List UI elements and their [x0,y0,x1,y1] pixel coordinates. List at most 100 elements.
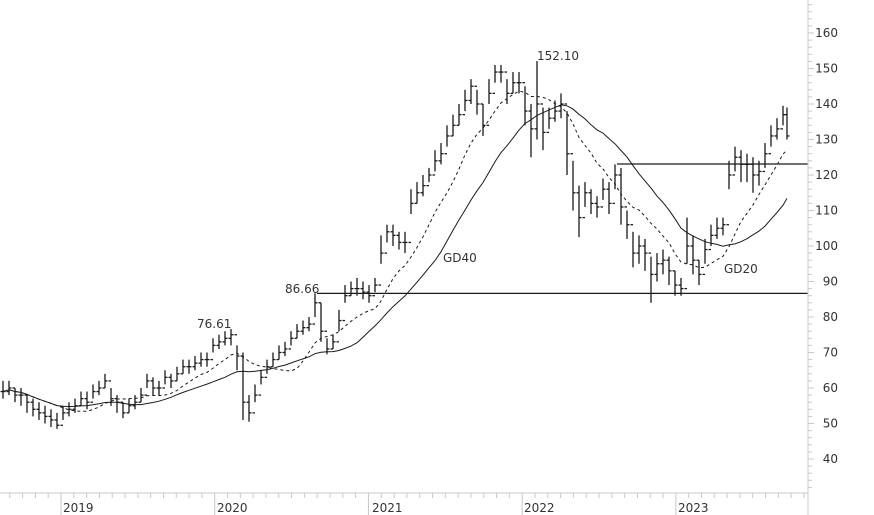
price-bar [738,150,744,183]
price-bar [648,252,654,303]
price-bar [576,185,582,238]
price-bar [558,93,564,119]
price-bar [516,72,522,94]
price-bar [762,143,768,173]
price-bar [270,352,276,368]
price-bar [42,405,48,424]
price-bar [732,146,738,176]
price-bar [300,320,306,335]
price-bar [222,331,228,346]
x-tick-label: 2019 [63,501,94,515]
ma-line-gd20 [2,90,788,412]
y-tick-label: 160 [815,26,838,40]
price-bar [228,329,234,346]
price-bar [474,85,480,115]
x-tick-label: 2023 [678,501,709,515]
y-tick-label: 80 [823,310,838,324]
price-bar [678,277,684,296]
x-tick-label: 2021 [372,501,403,515]
y-tick-label: 60 [823,381,838,395]
price-bar [624,206,630,239]
price-bar [168,373,174,388]
price-bar [528,104,534,158]
price-bar [120,401,126,419]
price-bar [582,182,588,219]
price-bar [198,352,204,367]
price-bar [90,384,96,403]
annotation-peak-2020: 76.61 [197,317,231,331]
price-bar [84,391,90,410]
price-bar [504,71,510,104]
price-bar [606,182,612,215]
y-tick-label: 140 [815,97,838,111]
price-bar [294,324,300,339]
price-bar [768,125,774,155]
price-bar [486,79,492,126]
price-bar [18,388,24,406]
price-bar [156,380,162,396]
price-bar [336,309,342,343]
price-bar [372,277,378,297]
y-tick-label: 150 [815,62,838,76]
annotation-peak-2021: 152.10 [537,49,579,63]
price-bar [96,380,102,396]
price-bar [162,370,168,389]
price-bar [546,107,552,134]
price-bar [492,64,498,94]
price-bar [354,277,360,296]
price-bar [36,402,42,420]
y-tick-label: 40 [823,452,838,466]
price-bar [252,384,258,414]
price-bar [630,224,636,268]
price-bar [78,391,84,407]
price-bar [210,338,216,361]
price-bar [174,366,180,382]
y-tick-label: 130 [815,133,838,147]
price-bar [396,231,402,250]
price-bar [402,231,408,254]
price-bar [684,217,690,290]
price-bar [384,224,390,254]
price-bar [126,398,132,414]
price-bar [666,256,672,286]
price-bar [318,302,324,342]
price-bar [60,405,66,426]
price-bar [612,164,618,205]
price-bar [468,79,474,104]
price-bar [114,395,120,413]
price-bar [240,352,246,420]
price-bar [450,114,456,137]
ma-line-gd40 [2,104,788,408]
price-bar [784,107,790,140]
price-bar [204,352,210,367]
price-bar [24,394,30,413]
price-bar [654,253,660,282]
y-tick-label: 120 [815,168,838,182]
price-bar [276,345,282,361]
price-bar [456,104,462,126]
axes: 40 50 60 70 80 90 100 110 120 130 140 150 160 2019 202… [0,0,838,515]
price-bar [246,395,252,422]
x-tick-label: 2020 [217,501,248,515]
price-bar [264,359,270,379]
price-bar [408,189,414,244]
price-bar [378,235,384,286]
price-bar [636,235,642,264]
price-bar [744,153,750,183]
price-bar [594,196,600,218]
price-bar [720,217,726,236]
price-bar [534,61,540,140]
price-bar [312,293,318,325]
y-tick-label: 110 [815,204,838,218]
price-bar [588,189,594,215]
price-bar [54,412,60,429]
price-bar [282,341,288,357]
price-bar [498,64,504,83]
price-bar [180,359,186,375]
price-bar [342,285,348,322]
price-bar [672,270,678,296]
price-bar [48,409,54,428]
annotation-breakout: 86.66 [285,282,319,296]
price-bar [0,380,6,399]
